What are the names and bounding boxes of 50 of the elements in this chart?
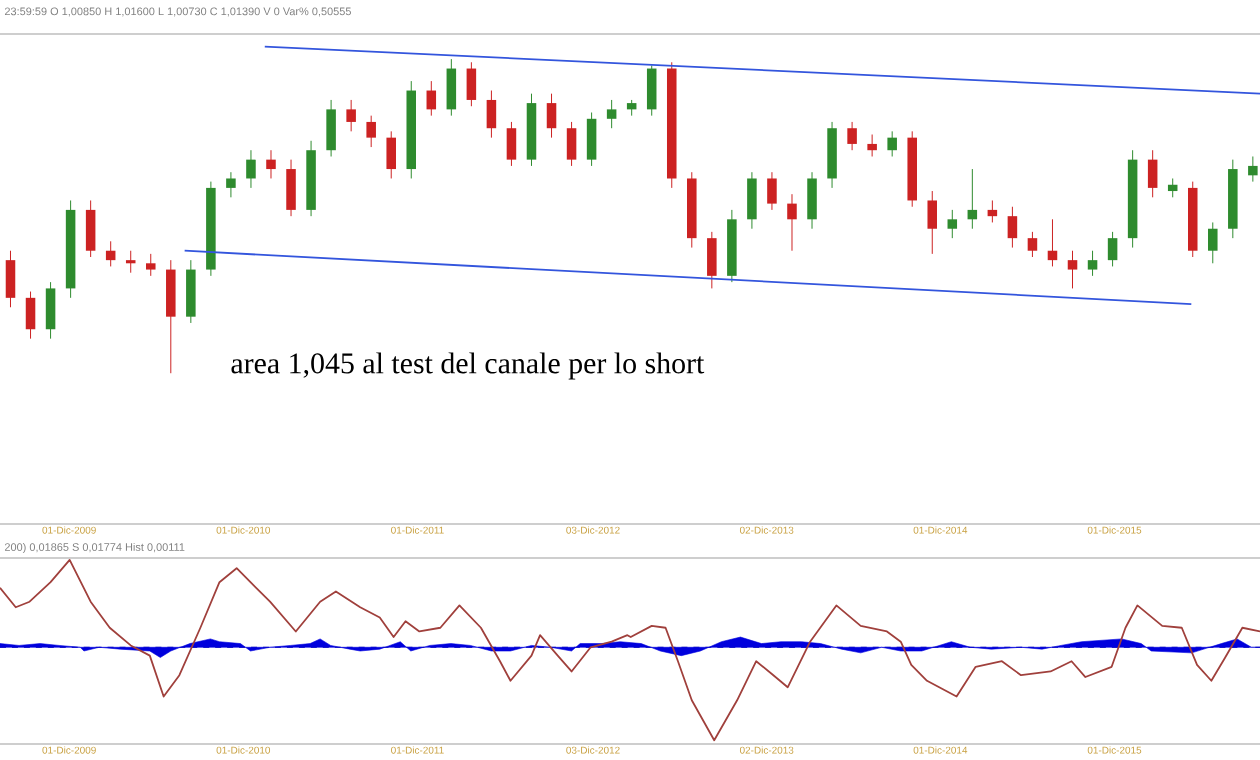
- candlestick: [1208, 221, 1218, 264]
- candlestick: [707, 231, 717, 289]
- candlestick: [506, 121, 517, 167]
- candlestick: [366, 115, 376, 148]
- candlestick: [5, 250, 16, 308]
- candlestick: [1087, 250, 1098, 277]
- candlestick: [1067, 250, 1078, 289]
- candlestick: [105, 240, 116, 267]
- candlestick: [787, 193, 797, 252]
- candlestick: [967, 168, 978, 230]
- candlestick: [466, 61, 477, 107]
- candlestick: [586, 112, 597, 167]
- candlestick: [45, 281, 56, 340]
- candlestick: [747, 171, 757, 230]
- candlestick: [346, 99, 356, 132]
- candlestick: [947, 209, 958, 239]
- candlestick: [1027, 231, 1038, 258]
- candlestick: [186, 259, 196, 324]
- candlestick: [807, 171, 817, 230]
- candlestick: [386, 130, 396, 179]
- candlestick: [246, 149, 256, 189]
- candlestick: [1147, 149, 1158, 198]
- candlestick: [486, 90, 497, 139]
- candlestick: [145, 253, 156, 277]
- candlestick: [1167, 177, 1178, 198]
- candlestick: [606, 99, 617, 129]
- candlestick: [1107, 231, 1118, 267]
- candlestick: [767, 171, 777, 211]
- candlestick: [286, 159, 296, 217]
- candlestick: [927, 190, 938, 255]
- annotation: area 1,045 al test del canale per lo short: [231, 352, 705, 380]
- candlestick: [125, 250, 136, 274]
- candlestick: [166, 259, 176, 374]
- candlestick: [25, 291, 36, 340]
- candlestick: [546, 93, 557, 139]
- candlestick: [887, 130, 897, 157]
- candlestick: [1248, 155, 1258, 183]
- candlestick: [85, 199, 96, 258]
- candlestick: [646, 64, 657, 117]
- candlestick: [1047, 218, 1058, 267]
- candlestick: [266, 149, 276, 179]
- candlestick: [867, 134, 877, 157]
- candlestick: [987, 199, 998, 223]
- candlestick: [566, 121, 577, 167]
- candlestick: [446, 58, 457, 117]
- candlestick: [426, 80, 437, 117]
- candlestick: [326, 99, 336, 157]
- candlestick: [226, 171, 236, 198]
- candlestick: [1007, 206, 1018, 249]
- candlestick: [847, 121, 857, 151]
